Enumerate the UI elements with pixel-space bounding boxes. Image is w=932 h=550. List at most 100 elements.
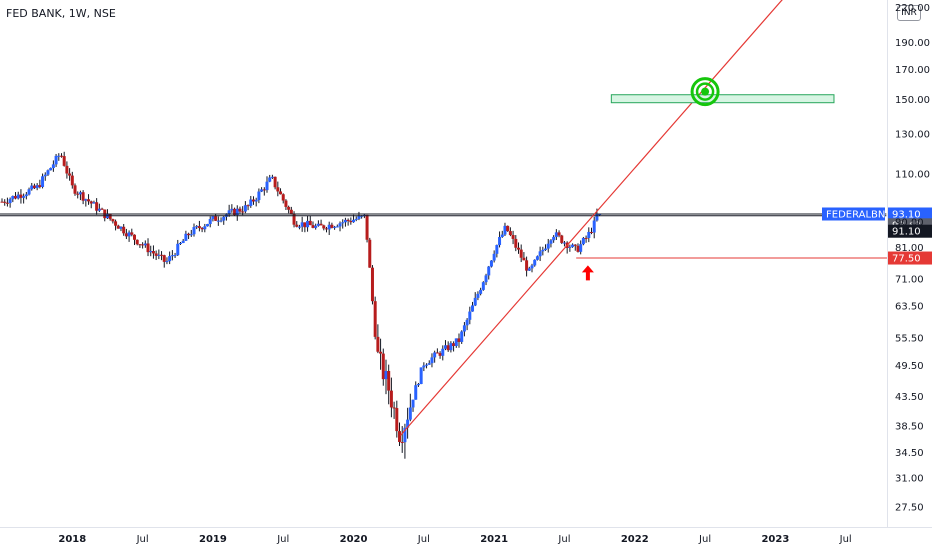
candle-body (295, 224, 299, 227)
target-center (701, 87, 710, 96)
candle-body (251, 199, 255, 202)
x-tick-label: Jul (417, 534, 430, 545)
candle-body (433, 352, 437, 358)
candle-body (16, 194, 20, 199)
candle-body (522, 257, 526, 261)
y-tick-label: 190.00 (895, 38, 930, 49)
candle-body (235, 208, 239, 216)
candle-body (151, 251, 155, 254)
candle-body (587, 231, 591, 239)
candle-body (592, 220, 596, 233)
y-tick-label: 43.50 (895, 392, 924, 403)
candle-body (541, 249, 545, 252)
candle-body (411, 399, 415, 408)
candle-body (384, 370, 388, 380)
candle-body (100, 208, 104, 210)
candle-body (495, 245, 499, 254)
candle-body (154, 253, 158, 256)
candle-body (200, 228, 204, 230)
candle-body (219, 220, 223, 222)
x-tick-label: Jul (557, 534, 570, 545)
candle-body (387, 370, 391, 391)
y-tick-label: 170.00 (895, 65, 930, 76)
trend-line (399, 0, 783, 436)
candle-body (119, 226, 123, 229)
candle-body (476, 293, 480, 298)
x-tick-label: 2022 (621, 534, 649, 545)
candle-body (552, 236, 556, 241)
candle-body (43, 174, 47, 177)
candle-body (78, 192, 82, 195)
candle-body (406, 419, 410, 428)
candle-body (316, 223, 320, 226)
candle-body (11, 195, 15, 200)
candle-body (554, 232, 558, 237)
candle-body (289, 209, 293, 215)
symbol-badge-bg (822, 207, 885, 221)
candle-body (184, 233, 188, 241)
candle-body (97, 208, 101, 211)
y-tick-label: 110.00 (895, 169, 930, 180)
candle-body (519, 249, 523, 258)
candle-body (30, 185, 34, 190)
candle-body (492, 253, 496, 261)
candle-body (3, 201, 7, 203)
candle-body (5, 202, 9, 204)
candle-body (206, 224, 210, 227)
candle-body (479, 289, 483, 294)
candle-body (471, 305, 475, 312)
time-axis: 2018 Jul 2019 Jul 2020 Jul 2021 Jul 2022 Jul 2023 J… (0, 527, 932, 545)
candle-body (414, 385, 418, 400)
candle-body (341, 222, 345, 224)
candle-body (581, 237, 585, 245)
crosshair-price-tag-bg (888, 224, 932, 238)
candle-body (197, 226, 201, 229)
candle-body (381, 353, 385, 380)
candle-body (389, 390, 393, 408)
y-tick-label: 130.00 (895, 129, 930, 140)
candle-body (70, 175, 74, 186)
candle-body (57, 155, 61, 157)
candle-body (276, 187, 280, 192)
candle-body (62, 156, 66, 166)
y-tick-label: 150.00 (895, 95, 930, 106)
candle-body (319, 223, 323, 226)
arrow-up-icon (581, 265, 594, 281)
candle-body (335, 226, 339, 228)
candle-body (187, 233, 191, 236)
candle-body (308, 220, 312, 226)
currency-button[interactable]: INR (897, 5, 921, 21)
candle-body (249, 199, 253, 206)
candle-body (279, 191, 283, 195)
candle-body (135, 239, 139, 245)
candle-body (51, 164, 55, 169)
candle-body (297, 226, 301, 228)
last-price-tag: 93.10 (892, 210, 921, 221)
candle-body (149, 251, 153, 253)
candle-body (584, 237, 588, 239)
candle-body (168, 256, 172, 262)
target-ring-outer (690, 77, 720, 107)
candle-body (254, 200, 258, 202)
candle-body (76, 193, 80, 195)
candle-body (19, 194, 23, 198)
candle-body (376, 336, 380, 352)
candle-body (365, 214, 369, 240)
candle-body (0, 201, 4, 203)
x-tick-label: 2020 (340, 534, 368, 545)
x-tick-label: Jul (136, 534, 149, 545)
candle-body (503, 225, 507, 235)
crosshair-price-tag: 91.10 (892, 227, 921, 238)
candle-body (162, 255, 166, 262)
candle-body (227, 210, 231, 215)
candle-body (576, 245, 580, 252)
candle-body (54, 155, 58, 165)
candle-body (546, 243, 550, 249)
chart-title: FED BANK, 1W, NSE (6, 7, 116, 20)
candle-body (192, 227, 196, 235)
candle-body (173, 255, 177, 257)
candle-body (143, 243, 147, 246)
candle-body (538, 251, 542, 257)
